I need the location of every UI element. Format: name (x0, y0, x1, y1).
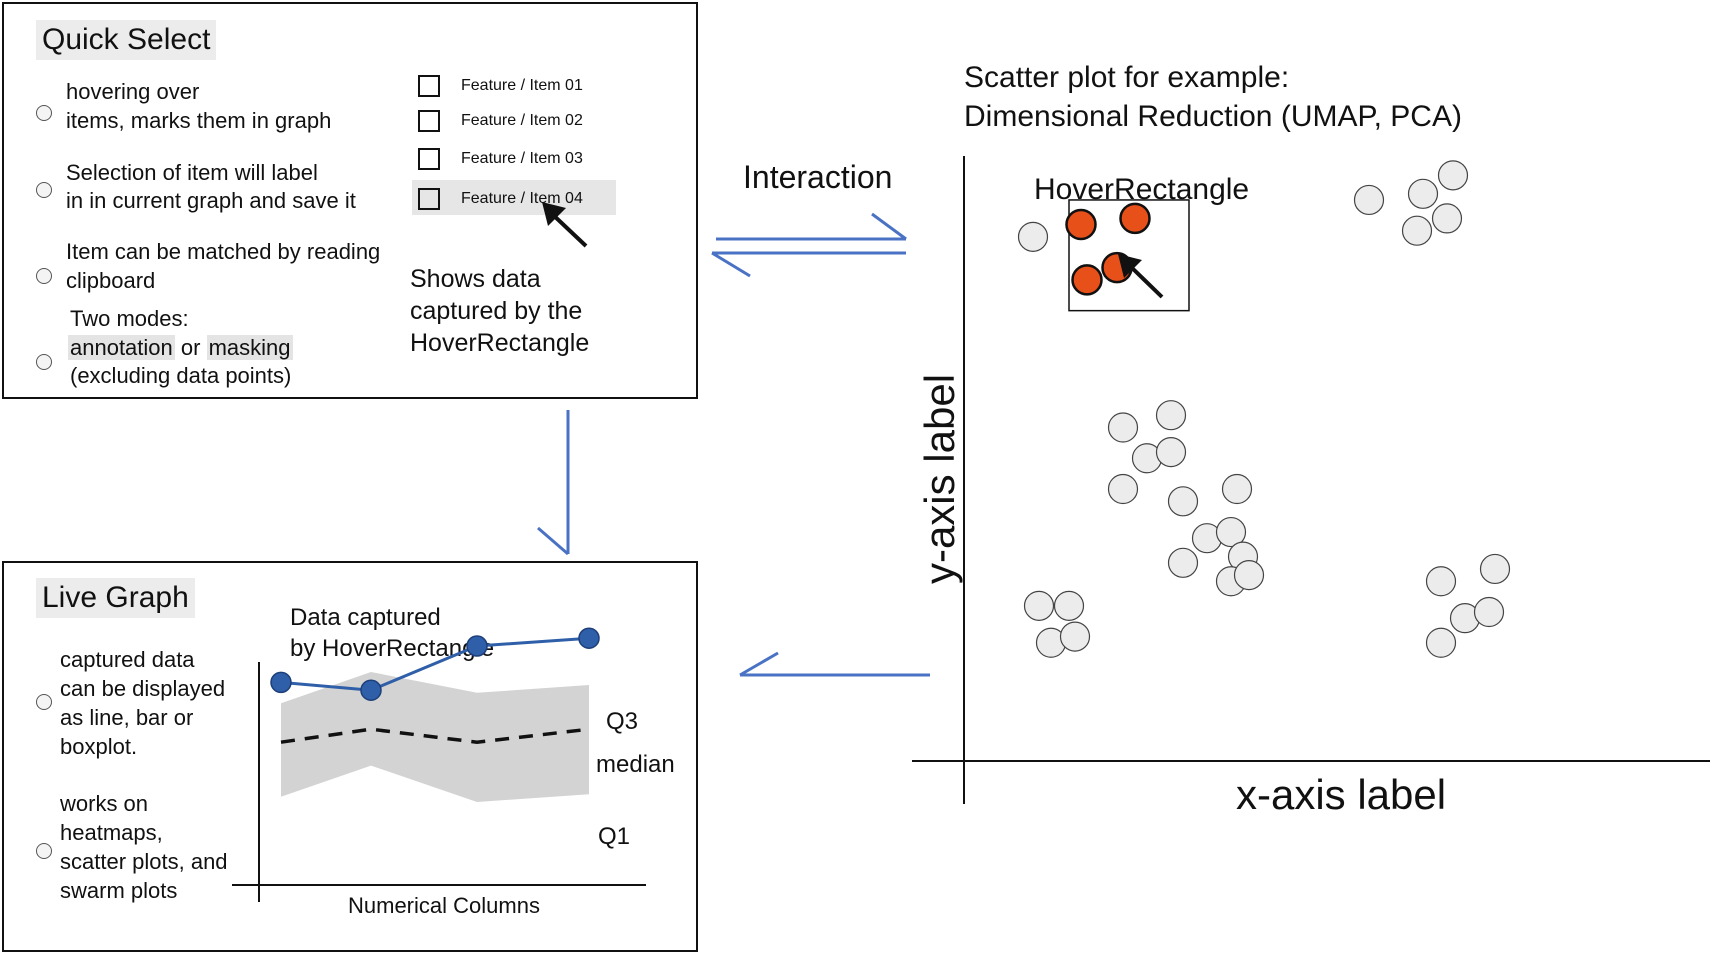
series-point-1 (270, 671, 292, 694)
option-clipboard-line-2: clipboard (66, 268, 156, 293)
mode-masking[interactable]: masking (206, 335, 293, 360)
shows-note-line-3: HoverRectangle (410, 329, 590, 357)
median-line (280, 727, 590, 744)
cursor-arrow-icon (542, 202, 588, 248)
display-line-4: boxplot. (60, 734, 138, 759)
live-graph-title: Live Graph (36, 578, 195, 618)
line-chart-title-2: by HoverRectangle (290, 635, 495, 662)
radio-display-modes[interactable] (36, 694, 52, 710)
band-label-q3: Q3 (606, 708, 639, 735)
quick-select-panel: Quick Select hovering over items, marks … (2, 2, 698, 399)
arrow-to-quickselect (711, 251, 906, 278)
item-label-03: Feature / Item 03 (461, 150, 583, 167)
selected-point-2[interactable] (1065, 208, 1097, 241)
radio-hover-mark[interactable] (36, 105, 52, 121)
radio-works-on[interactable] (36, 843, 52, 859)
scatter-point-10[interactable] (1431, 203, 1463, 234)
checkbox-item-03[interactable] (418, 148, 440, 170)
scatter-title-2: Dimensional Reduction (UMAP, PCA) (964, 100, 1462, 133)
band-label-median: median (596, 751, 675, 778)
series-point-4 (578, 627, 600, 649)
shows-note-line-1: Shows data (410, 265, 541, 293)
interaction-label: Interaction (743, 159, 893, 195)
item-label-02: Feature / Item 02 (461, 112, 583, 129)
radio-clipboard-match[interactable] (36, 268, 52, 284)
series-line (280, 636, 590, 692)
shows-note-line-2: captured by the (410, 297, 583, 325)
scatter-point-1[interactable] (1017, 221, 1049, 252)
selected-point-5[interactable] (1071, 264, 1103, 296)
line-chart-x-label: Numerical Columns (348, 893, 540, 918)
option-clipboard-line-1: Item can be matched by reading (66, 239, 381, 264)
scatter-x-label: x-axis label (1236, 771, 1447, 818)
scatter-point-9[interactable] (1401, 215, 1433, 246)
scatter-point-12[interactable] (1155, 400, 1187, 431)
item-row-04-hover[interactable] (412, 180, 616, 215)
scatter-point-29[interactable] (1479, 553, 1511, 585)
line-chart-title-1: Data captured (290, 604, 441, 631)
arrow-to-scatter (716, 212, 907, 241)
scatter-point-28[interactable] (1425, 566, 1457, 597)
works-line-3: scatter plots, and (60, 849, 228, 874)
hover-cursor-arrow-icon (1118, 254, 1164, 299)
option-modes-line-1: Two modes: (70, 306, 189, 331)
hover-rectangle[interactable] (1068, 199, 1190, 312)
scatter-point-27[interactable] (1059, 621, 1091, 652)
option-modes-line-3: (excluding data points) (70, 363, 292, 388)
scatter-point-15[interactable] (1107, 473, 1139, 505)
scatter-point-16[interactable] (1167, 486, 1199, 517)
checkbox-item-02[interactable] (418, 110, 440, 132)
option-hover-line-1: hovering over (66, 79, 200, 104)
scatter-point-17[interactable] (1221, 473, 1253, 505)
scatter-point-19[interactable] (1215, 516, 1247, 548)
display-line-3: as line, bar or (60, 705, 194, 730)
scatter-point-6[interactable] (1353, 184, 1385, 216)
scatter-title-1: Scatter plot for example: (964, 61, 1290, 94)
series-point-2 (360, 679, 382, 701)
option-selection-line-1: Selection of item will label (66, 160, 318, 185)
series-point-3 (466, 635, 488, 657)
display-line-1: captured data (60, 647, 195, 672)
scatter-point-11[interactable] (1107, 412, 1139, 443)
selected-point-3[interactable] (1119, 202, 1151, 235)
works-line-2: heatmaps, (60, 820, 163, 845)
scatter-point-31[interactable] (1473, 596, 1505, 628)
arrow-scatter-to-livegraph (739, 651, 930, 677)
arrow-down-to-livegraph (537, 410, 570, 556)
mode-connector: or (180, 335, 201, 360)
scatter-point-7[interactable] (1407, 178, 1439, 209)
scatter-point-14[interactable] (1155, 437, 1187, 468)
item-label-04: Feature / Item 04 (461, 190, 583, 207)
scatter-point-8[interactable] (1437, 160, 1469, 191)
works-line-1: works on (60, 791, 149, 816)
scatter-point-24[interactable] (1023, 590, 1055, 621)
radio-two-modes[interactable] (36, 354, 52, 370)
works-line-4: swarm plots (60, 878, 178, 903)
quick-select-title: Quick Select (36, 20, 217, 60)
scatter-y-label: y-axis label (916, 373, 963, 585)
radio-selection-label[interactable] (36, 182, 52, 198)
item-label-01: Feature / Item 01 (461, 77, 583, 94)
display-line-2: can be displayed (60, 676, 226, 701)
option-selection-line-2: in in current graph and save it (66, 188, 356, 213)
option-hover-line-2: items, marks them in graph (66, 108, 332, 133)
scatter-point-25[interactable] (1053, 590, 1085, 621)
band-label-q1: Q1 (598, 823, 631, 850)
scatter-point-23[interactable] (1233, 559, 1265, 591)
checkbox-item-01[interactable] (418, 75, 440, 97)
mode-annotation[interactable]: annotation (68, 335, 175, 360)
scatter-point-32[interactable] (1425, 627, 1457, 658)
checkbox-item-04[interactable] (418, 188, 440, 210)
option-modes-line-2: annotation or masking (68, 335, 293, 361)
scatter-point-20[interactable] (1167, 547, 1199, 578)
